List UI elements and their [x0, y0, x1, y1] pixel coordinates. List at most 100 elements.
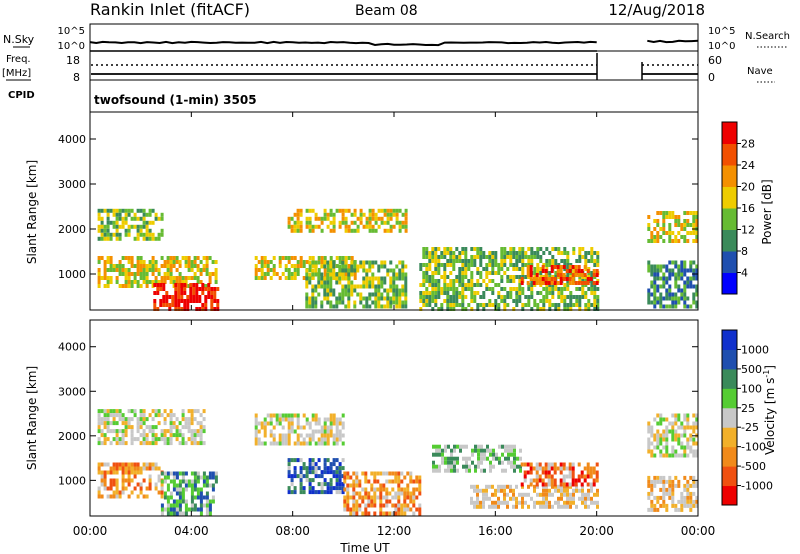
echo-cell — [509, 255, 513, 259]
echo-cell — [174, 283, 178, 287]
echo-cell — [205, 284, 209, 288]
echo-cell — [166, 487, 170, 492]
echo-cell — [461, 291, 465, 295]
echo-cell — [205, 503, 209, 508]
echo-cell — [338, 300, 342, 305]
echo-cell — [160, 216, 164, 221]
echo-cell — [148, 462, 152, 467]
echo-cell — [683, 429, 687, 434]
echo-cell — [356, 224, 360, 229]
echo-cell — [559, 273, 563, 277]
echo-cell — [686, 239, 690, 243]
echo-cell — [112, 482, 116, 487]
echo-cell — [575, 295, 579, 299]
echo-cell — [689, 507, 693, 512]
echo-cell — [211, 260, 215, 264]
echo-cell — [142, 224, 146, 229]
echo-cell — [184, 503, 188, 508]
echo-cell — [130, 208, 134, 213]
echo-cell — [112, 429, 116, 434]
echo-cell — [329, 433, 333, 438]
echo-cell — [192, 291, 196, 295]
echo-cell — [172, 503, 176, 508]
echo-cell — [452, 259, 456, 263]
echo-cell — [473, 259, 477, 263]
echo-cell — [596, 299, 600, 303]
echo-cell — [557, 488, 560, 493]
echo-cell — [353, 300, 357, 305]
echo-cell — [314, 429, 318, 434]
echo-cell — [503, 299, 507, 303]
echo-cell — [281, 413, 285, 418]
echo-cell — [656, 284, 660, 289]
echo-cell — [175, 417, 179, 422]
echo-cell — [347, 284, 351, 289]
echo-cell — [332, 486, 336, 491]
echo-cell — [542, 484, 545, 489]
echo-cell — [163, 264, 167, 268]
echo-cell — [404, 272, 408, 277]
echo-cell — [115, 470, 119, 475]
echo-cell — [584, 259, 588, 263]
echo-cell — [172, 507, 176, 512]
echo-cell — [461, 287, 465, 291]
echo-cell — [326, 272, 330, 277]
echo-cell — [272, 413, 276, 418]
echo-cell — [183, 287, 187, 291]
colorbar-tick-label: -1000 — [741, 480, 773, 493]
echo-cell — [386, 208, 390, 213]
nave-tick-bottom: 0 — [708, 71, 715, 84]
echo-cell — [425, 247, 429, 251]
echo-cell — [385, 491, 389, 496]
echo-cell — [190, 479, 194, 484]
echo-cell — [521, 496, 524, 501]
echo-cell — [367, 479, 371, 484]
echo-cell — [216, 303, 220, 307]
echo-cell — [521, 492, 524, 497]
echo-cell — [527, 287, 531, 291]
echo-cell — [142, 478, 146, 483]
echo-cell — [124, 276, 128, 280]
echo-cell — [683, 413, 687, 418]
echo-cell — [401, 224, 405, 229]
echo-cell — [320, 264, 324, 269]
echo-cell — [569, 504, 572, 509]
echo-cell — [382, 471, 386, 476]
echo-cell — [163, 437, 167, 442]
echo-cell — [365, 272, 369, 277]
echo-cell — [332, 216, 336, 221]
echo-cell — [201, 291, 205, 295]
echo-cell — [100, 228, 104, 233]
echo-cell — [371, 228, 375, 233]
echo-cell — [320, 433, 324, 438]
echo-cell — [343, 475, 347, 480]
echo-cell — [683, 272, 687, 277]
echo-cell — [563, 295, 567, 299]
echo-cell — [302, 462, 306, 467]
colorbar-tick-label: 4 — [741, 267, 748, 280]
echo-cell — [459, 444, 462, 449]
echo-cell — [269, 429, 273, 434]
noise-left-tick-bottom: 10^0 — [58, 41, 85, 52]
echo-cell — [680, 268, 684, 273]
echo-cell — [154, 413, 158, 418]
echo-cell — [545, 247, 549, 251]
echo-cell — [199, 413, 203, 418]
echo-cell — [680, 433, 684, 438]
echo-cell — [456, 460, 459, 465]
echo-cell — [97, 486, 101, 491]
echo-cell — [398, 260, 402, 265]
echo-cell — [177, 291, 181, 295]
echo-cell — [590, 484, 593, 489]
echo-cell — [346, 487, 350, 492]
station-title: Rankin Inlet (fitACF) — [90, 0, 250, 19]
echo-cell — [494, 500, 497, 505]
echo-cell — [335, 437, 339, 442]
echo-cell — [195, 283, 199, 287]
echo-cell — [559, 470, 563, 475]
echo-cell — [183, 299, 187, 303]
echo-cell — [338, 437, 342, 442]
echo-cell — [545, 299, 549, 303]
echo-cell — [554, 307, 558, 311]
echo-cell — [311, 300, 315, 305]
